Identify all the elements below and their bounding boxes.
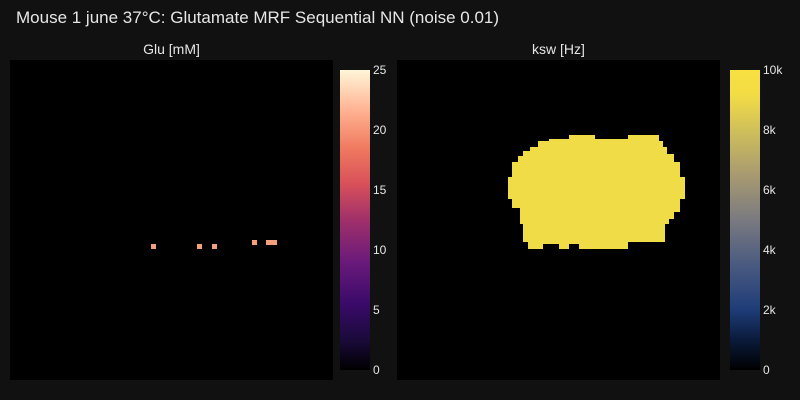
glu-colorbar: [340, 70, 370, 370]
glu-hotspot: [151, 244, 156, 249]
ksw-colorbar-tick: 10k: [763, 63, 783, 77]
glu-hotspot: [266, 240, 277, 245]
figure-title: Mouse 1 june 37°C: Glutamate MRF Sequent…: [16, 8, 500, 27]
ksw-map: [397, 60, 720, 380]
glu-colorbar-tick: 10: [373, 243, 387, 257]
glu-colorbar-tick: 20: [373, 123, 387, 137]
glu-map: [10, 60, 333, 380]
glu-hotspot: [197, 244, 202, 249]
glu-colorbar-tick: 0: [373, 363, 380, 377]
glu-hotspot: [252, 240, 257, 245]
glu-hotspot: [212, 244, 217, 249]
ksw-colorbar-tick: 2k: [763, 303, 776, 317]
ksw-colorbar-tick: 8k: [763, 123, 776, 137]
glu-colorbar-tick: 25: [373, 63, 387, 77]
glu-colorbar-tick: 15: [373, 183, 387, 197]
ksw-colorbar-tick: 6k: [763, 183, 776, 197]
ksw-colorbar-tick: 4k: [763, 243, 776, 257]
ksw-mask: [508, 135, 685, 249]
ksw-colorbar-tick: 0: [763, 363, 770, 377]
glu-panel-title: Glu [mM]: [143, 41, 200, 57]
glu-hotspots: [151, 240, 277, 249]
ksw-panel-title: ksw [Hz]: [532, 41, 585, 57]
ksw-colorbar: [730, 70, 760, 370]
glu-colorbar-tick: 5: [373, 303, 380, 317]
